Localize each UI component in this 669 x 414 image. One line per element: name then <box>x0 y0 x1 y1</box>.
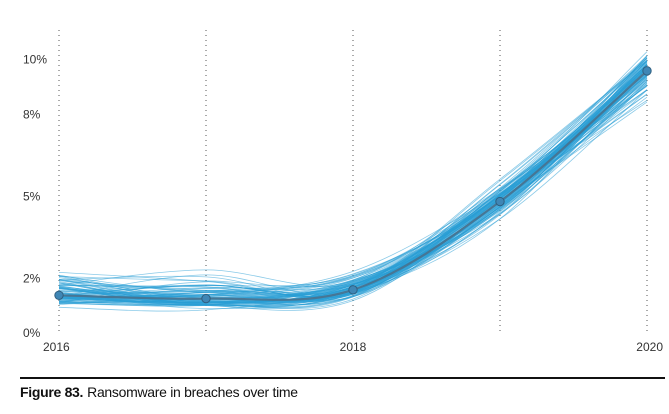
draw-line <box>58 66 648 299</box>
draw-line <box>58 68 648 297</box>
draw-line <box>58 77 648 299</box>
draw-line <box>58 85 648 302</box>
draw-line <box>58 74 648 301</box>
y-tick-label: 8% <box>23 107 41 121</box>
draw-line <box>58 66 648 301</box>
draw-line <box>58 81 648 302</box>
draw-line <box>58 72 648 298</box>
draw-line <box>58 79 648 307</box>
figure-label: Figure 83. <box>20 384 84 400</box>
draw-line <box>58 66 648 300</box>
draw-line <box>58 61 648 301</box>
x-tick-label: 2020 <box>636 340 663 354</box>
x-tick-label: 2018 <box>340 340 367 354</box>
draw-line <box>58 71 648 303</box>
draw-line <box>58 64 648 304</box>
y-axis-tick-labels: 0% 2% 5% 8% 10% <box>23 53 47 340</box>
median-point-2016 <box>54 290 64 300</box>
draw-line <box>58 68 648 301</box>
draw-line <box>58 79 648 298</box>
caption-rule <box>20 377 665 379</box>
y-tick-label: 2% <box>23 271 41 285</box>
figure-title: Ransomware in breaches over time <box>87 384 298 400</box>
draw-line <box>58 61 648 298</box>
draw-line <box>58 51 648 302</box>
draw-line <box>58 67 648 306</box>
draw-line <box>58 72 648 302</box>
draw-line <box>58 60 648 304</box>
ransomware-chart: 0% 2% 5% 8% 10% 2016 2018 2020 <box>23 30 663 354</box>
x-tick-label: 2016 <box>43 340 70 354</box>
draw-line <box>58 74 648 304</box>
draw-line <box>58 56 648 307</box>
draw-line <box>58 75 648 304</box>
draw-line <box>58 81 648 297</box>
median-series <box>54 66 652 304</box>
draw-line <box>58 68 648 299</box>
draw-line <box>58 57 648 305</box>
median-line <box>58 70 648 301</box>
median-point-2017 <box>201 293 211 304</box>
draw-line <box>58 73 648 305</box>
median-point-2018 <box>348 285 358 295</box>
draw-line <box>58 73 648 302</box>
draw-line <box>58 81 648 303</box>
y-tick-label: 10% <box>23 53 47 67</box>
draw-line <box>58 65 648 288</box>
draw-line <box>58 68 648 298</box>
draw-line <box>58 59 648 304</box>
draw-line <box>58 61 648 304</box>
figure-caption: Figure 83. Ransomware in breaches over ti… <box>20 384 298 400</box>
draw-line <box>58 65 648 295</box>
draw-line <box>58 64 648 289</box>
draw-line <box>58 62 648 301</box>
y-tick-label: 0% <box>23 326 41 340</box>
draw-line <box>58 60 648 306</box>
median-point-2020 <box>642 66 652 76</box>
median-point-2019 <box>495 196 505 207</box>
draw-line <box>58 75 648 301</box>
draw-line <box>58 58 648 298</box>
y-tick-label: 5% <box>23 189 41 203</box>
draw-line <box>58 68 648 306</box>
draw-line <box>58 57 648 298</box>
draw-line <box>58 84 648 301</box>
draw-line <box>58 60 648 306</box>
draw-line <box>58 68 648 298</box>
x-axis-tick-labels: 2016 2018 2020 <box>43 340 663 354</box>
draw-line <box>58 89 648 306</box>
draw-line <box>58 83 648 294</box>
draw-line <box>58 63 648 306</box>
